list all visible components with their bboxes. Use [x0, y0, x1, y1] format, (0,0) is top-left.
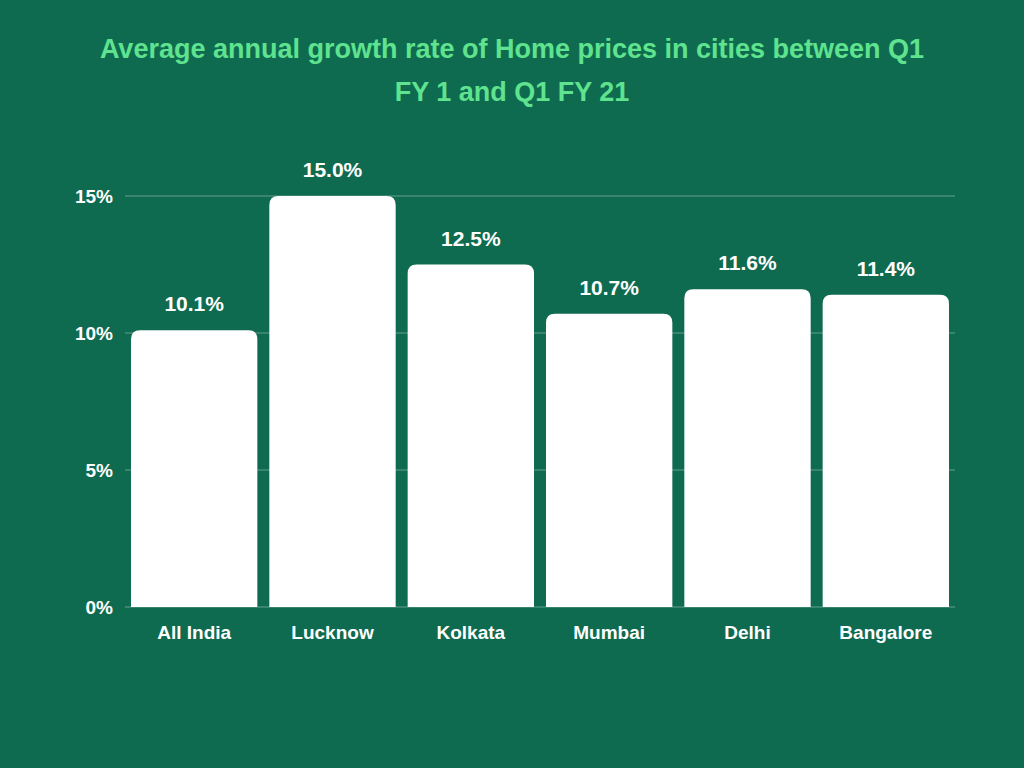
- x-tick-label: All India: [157, 622, 231, 643]
- data-label: 12.5%: [441, 227, 501, 250]
- bar: [269, 196, 395, 607]
- data-label: 11.6%: [718, 251, 777, 274]
- x-tick-label: Bangalore: [839, 622, 932, 643]
- data-label: 11.4%: [857, 257, 916, 280]
- y-tick-label: 15%: [75, 186, 113, 207]
- data-label: 10.7%: [579, 276, 639, 299]
- data-label: 15.0%: [303, 158, 363, 181]
- y-tick-label: 5%: [86, 460, 114, 481]
- chart-svg: 0% 5% 10% 15% 10.1% All India 15.0% Lucknow 12.5…: [0, 0, 1024, 768]
- bar: [684, 289, 810, 607]
- x-tick-label: Kolkata: [437, 622, 506, 643]
- bar: [546, 314, 672, 607]
- grid-line: [125, 196, 955, 197]
- title: Average annual growth rate of Home price…: [82, 28, 942, 114]
- bar: [408, 265, 534, 608]
- data-label: 10.1%: [164, 292, 224, 315]
- chart-container: Average annual growth rate of Home price…: [0, 0, 1024, 768]
- bars: [131, 196, 949, 607]
- x-tick-label: Delhi: [724, 622, 770, 643]
- y-tick-label: 10%: [75, 323, 113, 344]
- x-tick-label: Mumbai: [573, 622, 645, 643]
- bar: [131, 330, 257, 607]
- bar: [823, 295, 949, 607]
- x-tick-label: Lucknow: [291, 622, 374, 643]
- y-tick-label: 0%: [86, 597, 114, 618]
